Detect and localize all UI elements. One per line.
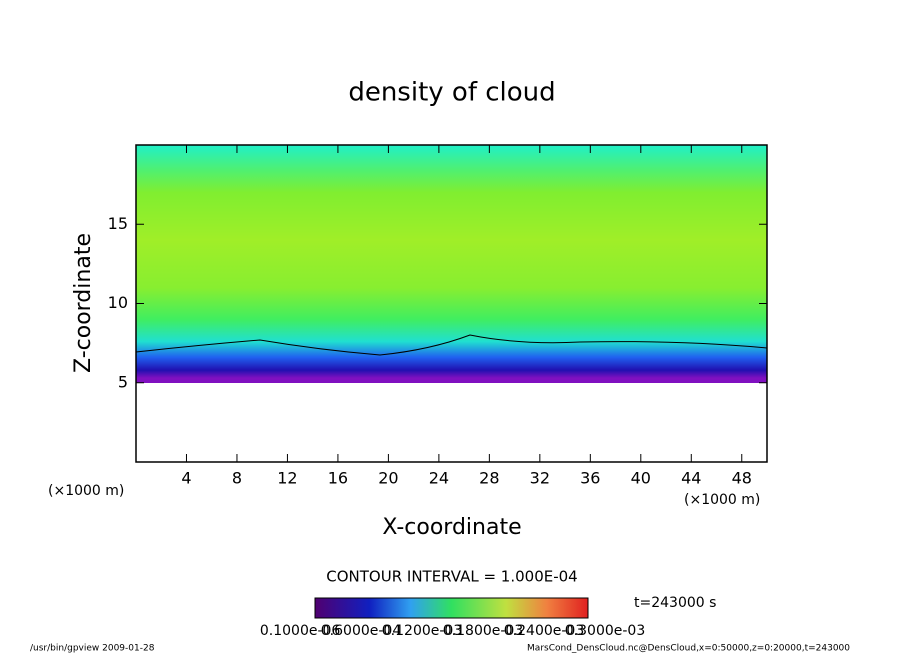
x-tick-label: 4 xyxy=(181,469,191,488)
contour-interval: CONTOUR INTERVAL = 1.000E-04 xyxy=(326,568,577,586)
colorbar xyxy=(314,597,589,619)
footer-left: /usr/bin/gpview 2009-01-28 xyxy=(30,644,155,654)
colorbar-tick-label: 0.2400e-03 xyxy=(504,623,584,639)
x-tick-label: 44 xyxy=(681,469,701,488)
colorbar-tick-label: 0.1200e-03 xyxy=(382,623,462,639)
colorbar-tick-label: 0.6000e-04 xyxy=(321,623,402,639)
colorbar-tick-label: 0.3000e-03 xyxy=(565,623,645,639)
y-tick-label: 15 xyxy=(108,214,128,233)
colorbar-tick-label: 0.1000e-06 xyxy=(260,623,341,639)
x-tick-label: 16 xyxy=(328,469,348,488)
chart-title: density of cloud xyxy=(348,78,555,108)
contour-line xyxy=(135,334,768,356)
axis-unit: (×1000 m) xyxy=(48,483,124,499)
y-axis-label: Z-coordinate xyxy=(71,233,96,373)
footer-right: MarsCond_DensCloud.nc@DensCloud,x=0:5000… xyxy=(527,644,850,654)
y-tick-label: 10 xyxy=(108,293,128,312)
x-tick-label: 28 xyxy=(479,469,499,488)
x-tick-label: 36 xyxy=(580,469,600,488)
x-tick-label: 20 xyxy=(378,469,398,488)
x-tick-label: 48 xyxy=(732,469,752,488)
x-tick-label: 8 xyxy=(232,469,242,488)
time-label: t=243000 s xyxy=(634,595,716,611)
x-tick-label: 12 xyxy=(277,469,297,488)
y-tick-label: 5 xyxy=(118,372,128,391)
x-tick-label: 32 xyxy=(530,469,550,488)
x-tick-label: 24 xyxy=(429,469,449,488)
contour-field xyxy=(136,145,767,462)
axis-unit: (×1000 m) xyxy=(684,492,760,508)
x-axis-label: X-coordinate xyxy=(382,515,521,540)
colorbar-tick-label: 0.1800e-03 xyxy=(443,623,523,639)
x-tick-label: 40 xyxy=(631,469,651,488)
